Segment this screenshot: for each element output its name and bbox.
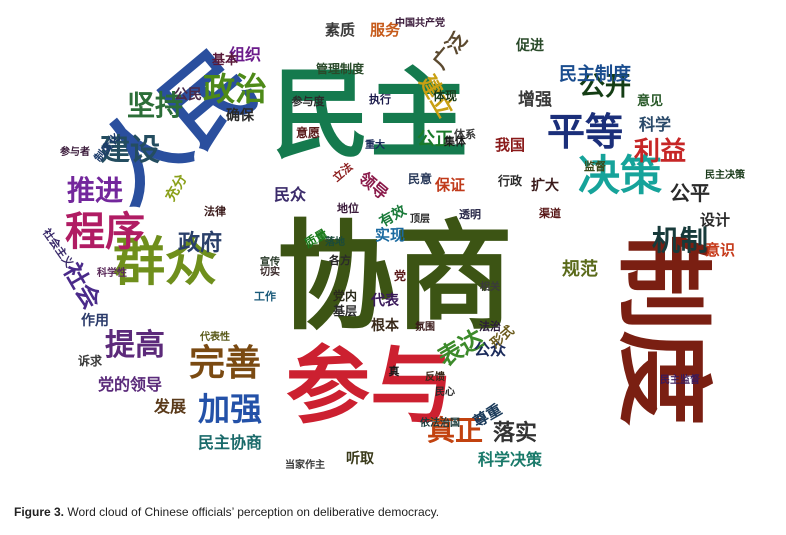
cloud-word: 体现 (433, 88, 457, 103)
cloud-word: 意愿 (296, 125, 320, 140)
cloud-word: 素质 (325, 21, 355, 39)
cloud-word: 增强 (518, 89, 552, 110)
cloud-word: 确保 (226, 107, 255, 124)
figure-caption: Figure 3. Word cloud of Chinese official… (14, 505, 439, 519)
cloud-word: 利益 (634, 137, 686, 167)
cloud-word: 民主 (272, 58, 468, 172)
cloud-word: 民主决策 (705, 168, 746, 181)
cloud-word: 公民 (174, 87, 202, 103)
cloud-word: 反馈 (425, 370, 445, 383)
cloud-word: 组织 (229, 45, 261, 64)
cloud-word: 法治 (479, 319, 501, 333)
cloud-word: 政治 (203, 70, 267, 108)
cloud-word: 公开 (579, 72, 631, 102)
cloud-word: 公平 (670, 181, 710, 205)
cloud-word: 代表 (370, 292, 400, 309)
cloud-word: 实现 (375, 226, 405, 244)
cloud-word: 宣传 (260, 255, 280, 268)
cloud-word: 民意 (408, 171, 432, 186)
cloud-word: 民心 (435, 386, 455, 398)
word-cloud: 协商 民主 制度 人民 参与 群众 决策 平等 程序 完善 政治 建设 坚持 推进 提高 加强 真正 利益 公开 机制… (39, 16, 746, 471)
cloud-word: 党的领导 (98, 375, 162, 394)
cloud-word: 真正 (427, 414, 483, 447)
cloud-word: 法律 (204, 204, 226, 218)
cloud-word: 监督 (584, 159, 606, 173)
cloud-word: 集体 (443, 134, 467, 148)
cloud-word: 科学决策 (478, 450, 543, 469)
cloud-word: 民主协商 (198, 433, 262, 452)
cloud-word: 意识 (705, 241, 735, 259)
figure-caption-text: Word cloud of Chinese officials’ percept… (67, 505, 440, 519)
cloud-word: 体系 (454, 127, 476, 141)
cloud-word: 行政 (497, 173, 523, 188)
cloud-word: 各方 (328, 253, 351, 267)
cloud-word: 参与度 (292, 94, 326, 108)
cloud-word: 重大 (365, 138, 385, 151)
cloud-word: 机制 (652, 224, 708, 257)
cloud-word: 工作 (254, 289, 276, 303)
cloud-word: 中国共产党 (395, 16, 445, 29)
cloud-word: 坚持 (127, 89, 183, 122)
cloud-word: 服务 (370, 21, 401, 39)
cloud-word: 规范 (562, 258, 598, 280)
cloud-word: 民众 (274, 185, 307, 204)
cloud-word: 透明 (459, 208, 481, 221)
cloud-word: 真 (389, 364, 400, 378)
cloud-word: 提高 (105, 328, 165, 363)
cloud-word: 设计 (700, 211, 730, 229)
cloud-word: 参与者 (60, 145, 90, 158)
word-cloud-canvas: 协商民主制度人民参与群众决策平等程序完善政治建设坚持推进提高加强真正利益公开机制… (39, 16, 746, 471)
cloud-word: 促进 (515, 37, 544, 54)
cloud-word: 渠道 (539, 206, 561, 220)
cloud-word: 决策 (578, 151, 662, 200)
cloud-word: 基本 (211, 52, 238, 68)
cloud-word: 公正 (417, 129, 453, 150)
cloud-word: 地位 (337, 201, 359, 215)
cloud-word: 落地 (325, 235, 345, 248)
figure-label: Figure 3. (14, 505, 65, 519)
cloud-word: 发展 (153, 397, 187, 416)
cloud-word: 党内 (333, 288, 357, 303)
cloud-word: 平等 (547, 110, 623, 154)
cloud-word: 诉求 (78, 353, 103, 368)
cloud-word: 切实 (260, 265, 280, 278)
cloud-word: 顶层 (410, 213, 430, 225)
cloud-word: 公众 (474, 340, 507, 359)
cloud-word: 根本 (371, 317, 400, 334)
cloud-word: 民主监督 (660, 373, 700, 386)
cloud-word: 领导 (355, 168, 392, 203)
cloud-word: 加强 (198, 390, 262, 428)
cloud-word: 民主制度 (559, 63, 632, 85)
cloud-word: 作用 (81, 312, 109, 329)
cloud-word: 群众 (113, 233, 217, 293)
cloud-word: 执行 (369, 92, 391, 106)
cloud-word: 参与 (286, 337, 454, 435)
cloud-word: 听取 (346, 450, 375, 467)
cloud-word: 依法治国 (420, 416, 460, 429)
cloud-word: 意见 (637, 93, 663, 109)
cloud-word: 程序 (65, 209, 145, 255)
cloud-word: 我国 (495, 136, 525, 154)
cloud-word: 科学性 (97, 266, 127, 279)
cloud-word: 建设 (100, 133, 160, 168)
cloud-word: 政府 (178, 230, 222, 256)
cloud-word: 管理制度 (316, 61, 365, 76)
cloud-word: 完善 (189, 343, 261, 384)
cloud-word: 协商 (277, 208, 513, 346)
cloud-word: 代表性 (199, 330, 230, 343)
cloud-word: 保证 (434, 176, 465, 194)
cloud-word: 推进 (67, 174, 123, 207)
cloud-word: 党 (394, 268, 406, 283)
cloud-word: 当家作主 (285, 458, 325, 471)
cloud-word: 基层 (332, 303, 357, 318)
cloud-word: 扩大 (531, 177, 559, 194)
cloud-word: 相关 (480, 280, 500, 293)
cloud-word: 落实 (493, 420, 537, 446)
cloud-word: 制度 (607, 234, 719, 426)
cloud-word: 氛围 (415, 320, 435, 333)
cloud-word: 科学 (639, 115, 671, 134)
